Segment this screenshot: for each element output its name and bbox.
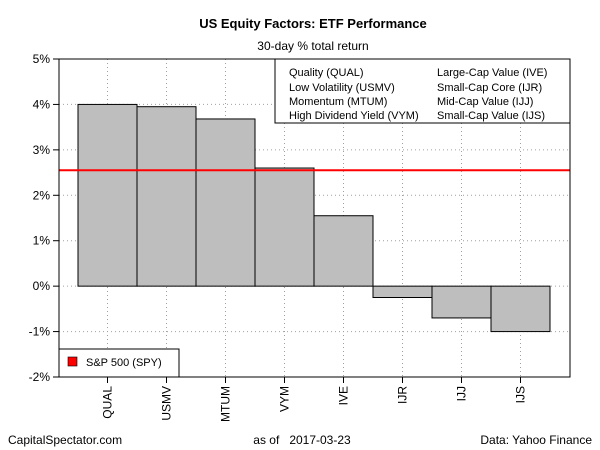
- y-tick-label: 1%: [33, 234, 51, 248]
- legend-entry-vym: High Dividend Yield (VYM): [289, 110, 419, 122]
- reference-legend-box: [58, 348, 180, 378]
- x-tick-label: MTUM: [219, 386, 233, 422]
- legend-entry-ijr: Small-Cap Core (IJR): [437, 82, 542, 94]
- footer-source-site: CapitalSpectator.com: [8, 433, 122, 447]
- bar-qual: [77, 103, 138, 287]
- legend-entry-qual: Quality (QUAL): [289, 67, 364, 79]
- factor-legend: Quality (QUAL) Low Volatility (USMV) Mom…: [274, 58, 571, 124]
- reference-legend-label: S&P 500 (SPY): [86, 357, 162, 369]
- y-tick-label: 4%: [33, 97, 51, 111]
- legend-entry-ijj: Mid-Cap Value (IJJ): [437, 96, 533, 108]
- y-tick-label: 5%: [33, 52, 51, 66]
- x-axis: QUAL USMV MTUM VYM IVE IJR IJJ IJS: [101, 377, 528, 422]
- reference-legend: S&P 500 (SPY): [58, 348, 180, 378]
- footer-as-of: as of 2017-03-23: [253, 433, 351, 447]
- bar-usmv: [136, 106, 197, 287]
- factor-legend-box: [274, 58, 571, 124]
- bar-mtum: [195, 118, 256, 287]
- y-tick-label: -2%: [29, 370, 51, 384]
- x-tick-label: IJS: [514, 386, 528, 403]
- y-tick-label: 0%: [33, 279, 51, 293]
- chart-subtitle: 30-day % total return: [257, 39, 368, 53]
- x-tick-label: IJR: [396, 386, 410, 404]
- reference-legend-swatch: [67, 356, 78, 367]
- y-tick-label: -1%: [29, 325, 51, 339]
- x-tick-label: IJJ: [455, 386, 469, 401]
- bar-ive: [313, 215, 374, 287]
- x-tick-label: QUAL: [101, 386, 115, 419]
- x-tick-label: IVE: [337, 386, 351, 405]
- y-tick-label: 3%: [33, 143, 51, 157]
- legend-entry-mtum: Momentum (MTUM): [289, 96, 387, 108]
- legend-entry-ive: Large-Cap Value (IVE): [437, 67, 547, 79]
- chart-title: US Equity Factors: ETF Performance: [199, 16, 427, 31]
- y-tick-label: 2%: [33, 188, 51, 202]
- bar-ijs: [490, 285, 551, 333]
- legend-entry-ijs: Small-Cap Value (IJS): [437, 110, 545, 122]
- legend-entry-usmv: Low Volatility (USMV): [289, 82, 395, 94]
- bar-vym: [254, 167, 315, 287]
- footer-data-source: Data: Yahoo Finance: [480, 433, 592, 447]
- x-tick-label: USMV: [160, 386, 174, 421]
- bar-ijr: [372, 285, 433, 298]
- y-axis: -2% -1% 0% 1% 2% 3% 4% 5%: [29, 52, 59, 384]
- bars: [77, 103, 551, 333]
- footer-as-of-date: 2017-03-23: [289, 433, 351, 447]
- footer-as-of-prefix: as of: [253, 433, 280, 447]
- bar-ijj: [431, 285, 492, 319]
- x-tick-label: VYM: [278, 386, 292, 412]
